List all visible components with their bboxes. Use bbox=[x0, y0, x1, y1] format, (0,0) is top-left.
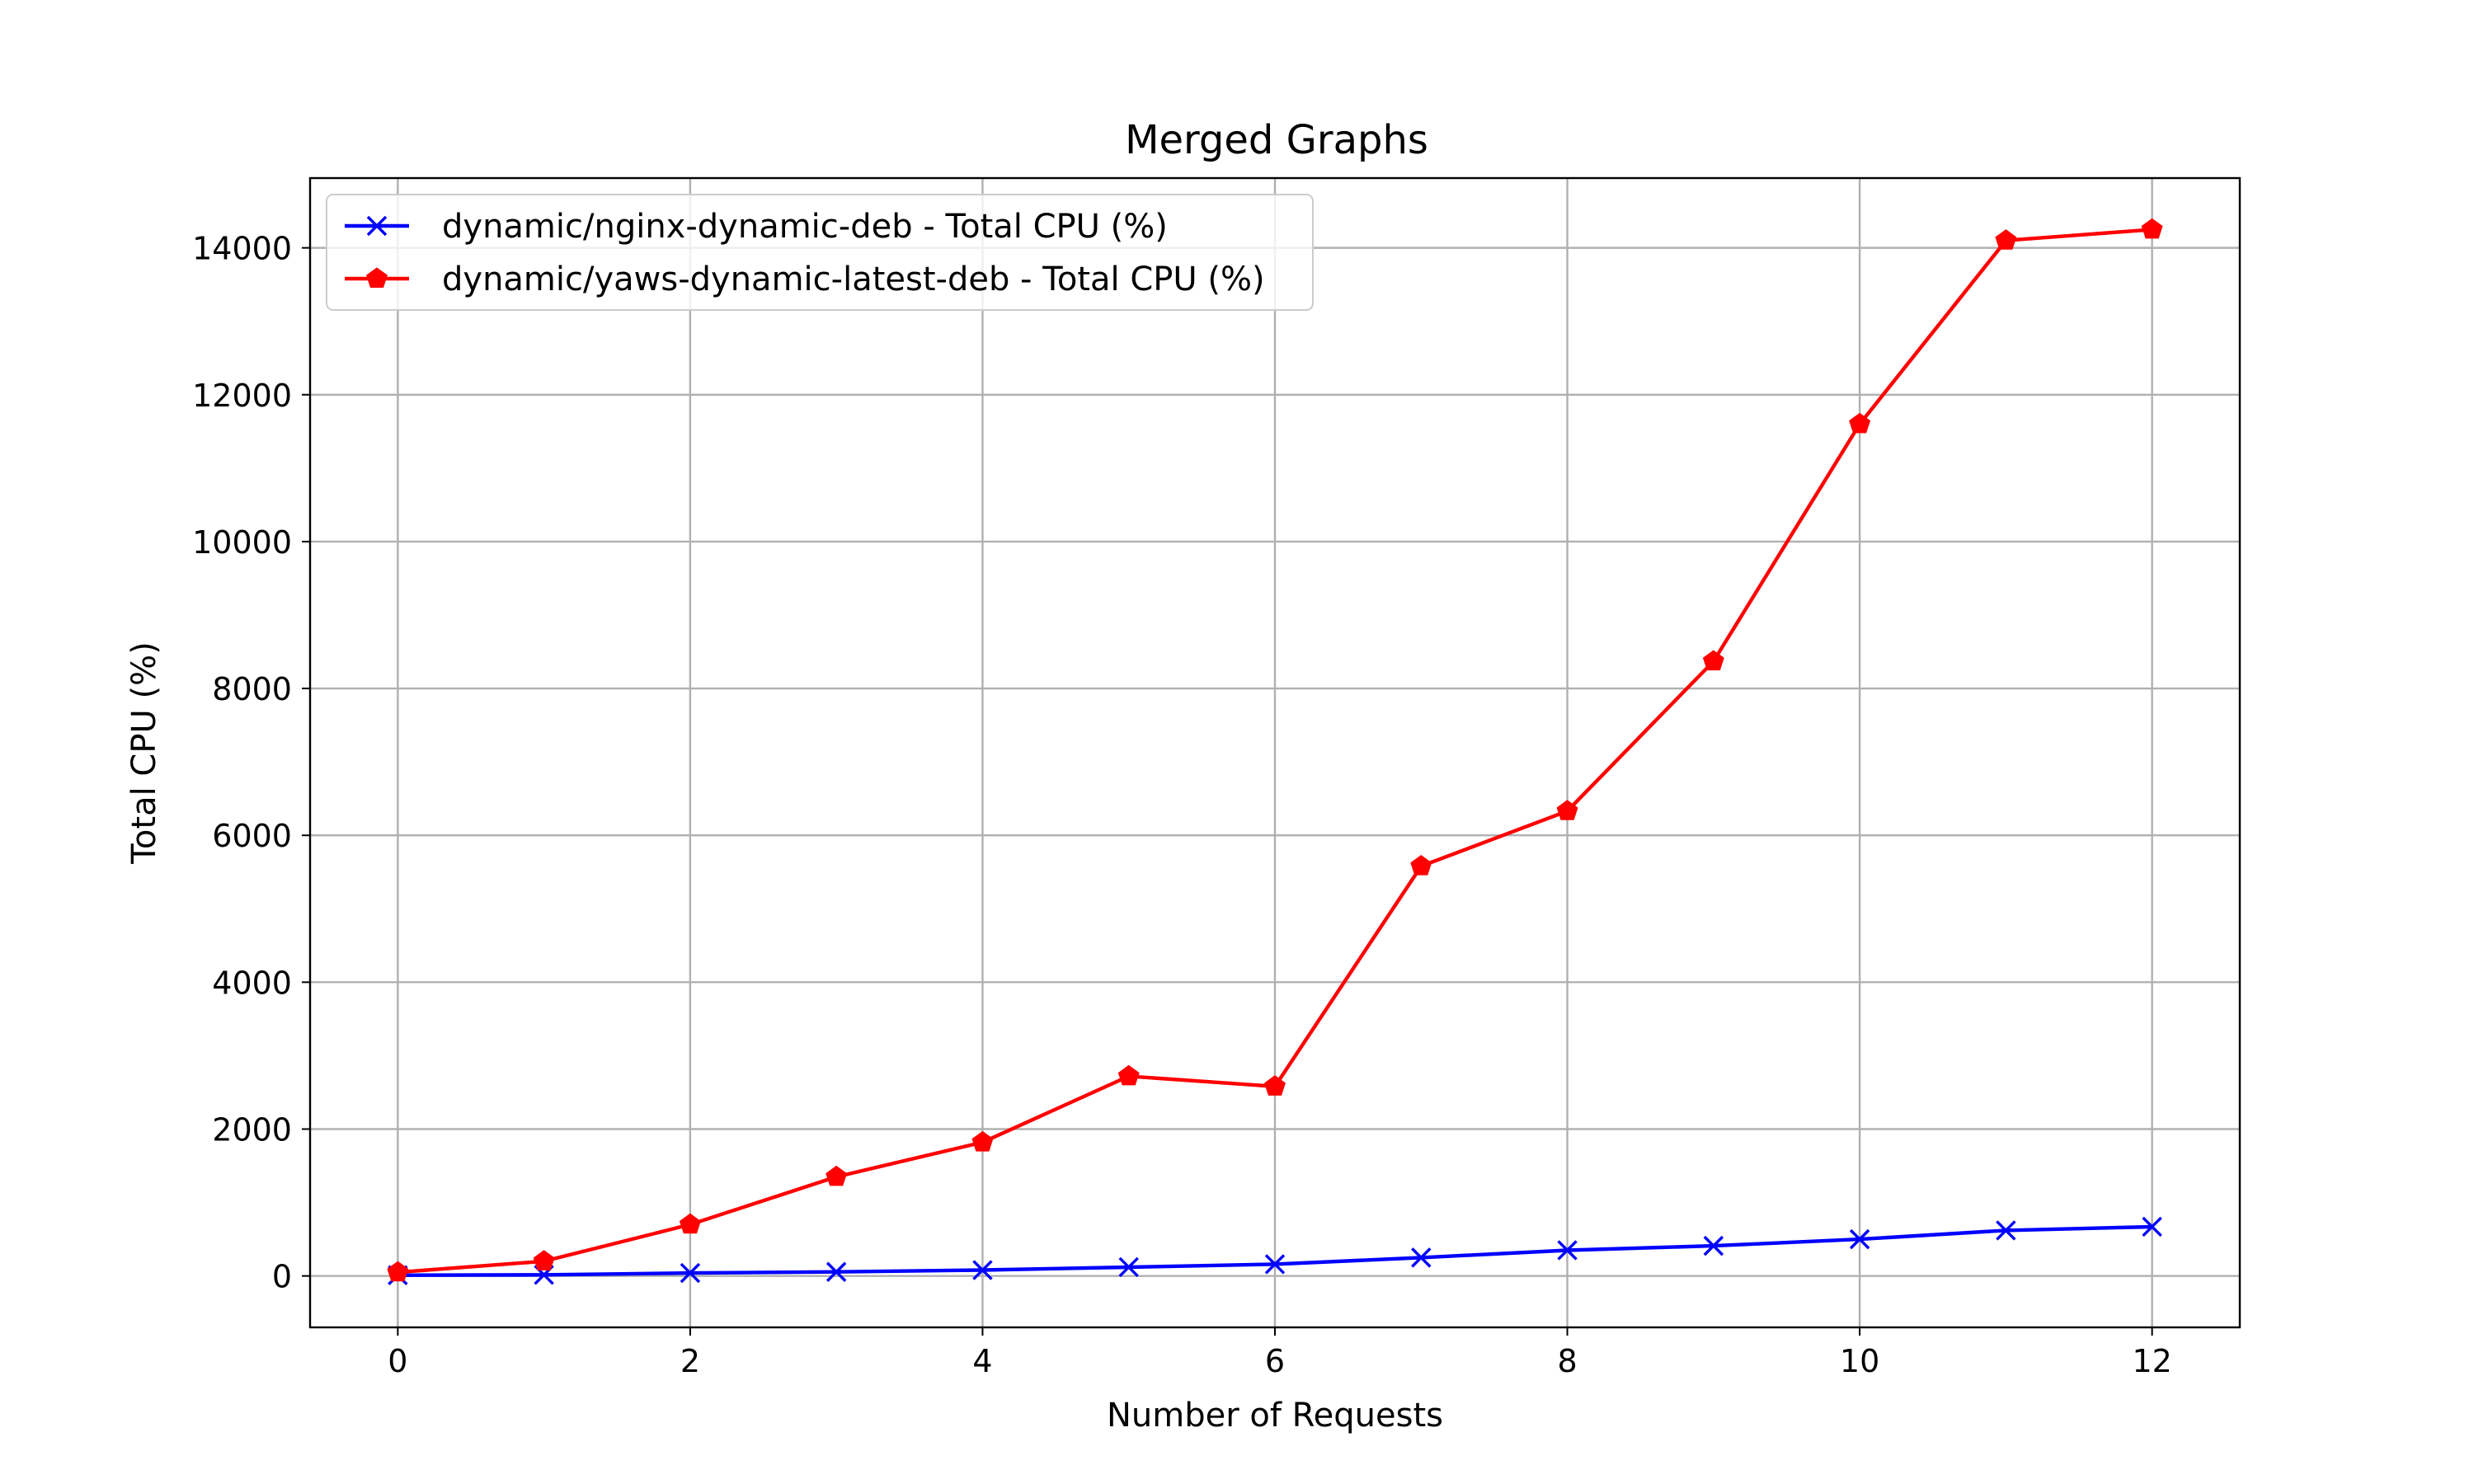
y-tick-label: 14000 bbox=[192, 231, 292, 267]
legend-marker-1-stroke-b bbox=[366, 215, 388, 237]
y-tick-label: 12000 bbox=[192, 378, 292, 414]
y-tick-label: 8000 bbox=[212, 671, 292, 707]
series-2-point bbox=[1264, 1075, 1286, 1096]
chart-title: Merged Graphs bbox=[1125, 117, 1428, 163]
y-tick-label: 0 bbox=[272, 1259, 292, 1295]
y-tick-label: 6000 bbox=[212, 818, 292, 854]
series-1-point-stroke-b bbox=[2142, 1216, 2162, 1237]
series-1-point-stroke-b bbox=[1703, 1235, 1724, 1256]
series-1-point bbox=[1411, 1247, 1432, 1268]
x-tick-label: 12 bbox=[2132, 1343, 2171, 1379]
series-2-point bbox=[1995, 229, 2017, 250]
series-markers bbox=[387, 218, 2163, 1285]
series-2-point bbox=[1117, 1064, 1140, 1086]
series-1-point bbox=[825, 1261, 847, 1282]
y-tick-label: 4000 bbox=[212, 965, 292, 1001]
series-1-point bbox=[1264, 1254, 1286, 1275]
legend-marker-1 bbox=[366, 215, 388, 237]
series-2-point bbox=[1410, 854, 1432, 876]
y-axis-label: Total CPU (%) bbox=[125, 641, 163, 864]
series-1-point-stroke-b bbox=[1849, 1228, 1870, 1250]
series-1-point-stroke-b bbox=[972, 1260, 993, 1280]
y-tick-label: 2000 bbox=[212, 1112, 292, 1148]
x-tick-label: 10 bbox=[1840, 1343, 1879, 1379]
series-1-point-stroke-b bbox=[1118, 1256, 1139, 1278]
y-tick-label: 10000 bbox=[192, 524, 292, 561]
y-axis: 0 2000 4000 6000 8000 10000 12000 14000 bbox=[192, 231, 310, 1295]
series-1-point-stroke-b bbox=[1411, 1247, 1432, 1268]
series-1-point bbox=[2142, 1216, 2162, 1237]
series-2-point bbox=[533, 1250, 555, 1270]
series-1-point bbox=[680, 1262, 701, 1284]
series-1-point bbox=[1118, 1256, 1139, 1278]
series-1-point-stroke-b bbox=[1264, 1254, 1286, 1275]
series-2-point bbox=[2141, 218, 2163, 239]
x-axis: 0 2 4 6 8 10 12 bbox=[388, 1327, 2172, 1379]
legend-box bbox=[326, 194, 1314, 311]
series-2-point bbox=[1849, 412, 1871, 434]
x-tick-label: 8 bbox=[1557, 1343, 1577, 1379]
series-2-point bbox=[1702, 650, 1724, 671]
x-tick-label: 2 bbox=[680, 1343, 700, 1379]
legend: dynamic/nginx-dynamic-deb - Total CPU (%… bbox=[326, 194, 1314, 311]
legend-label-1: dynamic/nginx-dynamic-deb - Total CPU (%… bbox=[442, 208, 1168, 246]
legend-label-2: dynamic/yaws-dynamic-latest-deb - Total … bbox=[442, 261, 1265, 298]
x-tick-label: 0 bbox=[388, 1343, 407, 1379]
series-2-point bbox=[825, 1165, 848, 1186]
series-2-point bbox=[679, 1213, 701, 1234]
series-1-point bbox=[1703, 1235, 1724, 1256]
series-1-point bbox=[1849, 1228, 1870, 1250]
series-2-point bbox=[971, 1130, 994, 1152]
series-1-point-stroke-b bbox=[825, 1261, 847, 1282]
x-tick-label: 4 bbox=[972, 1343, 992, 1379]
series-2-point bbox=[1556, 800, 1578, 820]
x-axis-label: Number of Requests bbox=[1107, 1397, 1443, 1435]
series-1-point-stroke-b bbox=[680, 1262, 701, 1284]
series-1-point bbox=[972, 1260, 993, 1280]
legend-marker-2 bbox=[366, 267, 388, 288]
series-2-point bbox=[387, 1261, 409, 1282]
x-tick-label: 6 bbox=[1265, 1343, 1285, 1379]
series-1-point bbox=[1557, 1240, 1578, 1261]
series-1-point bbox=[1996, 1220, 2016, 1241]
series-1-point-stroke-b bbox=[1557, 1240, 1578, 1261]
series-1-point-stroke-b bbox=[1996, 1220, 2016, 1241]
